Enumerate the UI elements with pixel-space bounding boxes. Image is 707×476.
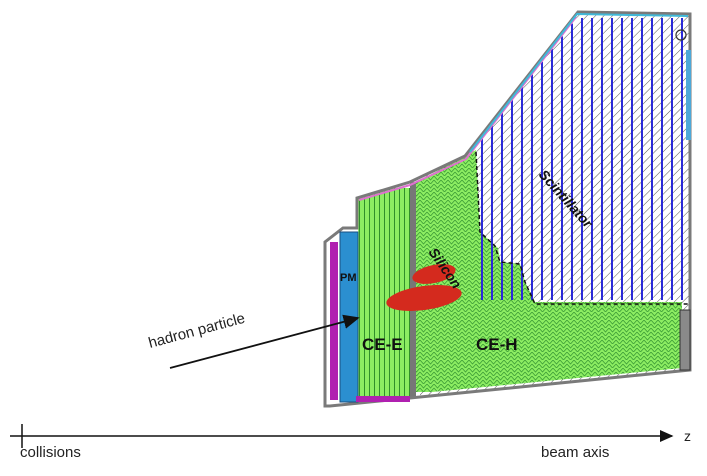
top-edge-cyan [469, 12, 689, 153]
right-service-box [679, 309, 691, 371]
bottom-magenta-plate [356, 396, 410, 402]
ce-h-silicon-region [415, 150, 682, 392]
hadron-arrow [169, 314, 360, 369]
label-pm: PM [340, 272, 357, 284]
hadron-shower-large [386, 284, 462, 312]
scintillator-layers [481, 18, 683, 300]
detector-outline [323, 10, 692, 408]
label-hadron-particle: hadron particle [147, 310, 247, 352]
right-cyan-strip [686, 50, 691, 140]
right-top-connector [675, 29, 687, 41]
label-collisions: collisions [20, 444, 81, 461]
scintillator-boundary [475, 151, 688, 305]
label-ce-h: CE-H [476, 335, 518, 354]
top-edge-services [358, 16, 577, 201]
label-ce-e: CE-E [362, 335, 403, 354]
label-z: z [684, 428, 691, 444]
label-beam-axis: beam axis [541, 444, 609, 461]
hadron-shower-small [412, 264, 456, 284]
pm-module [339, 231, 359, 403]
magenta-plate [330, 242, 338, 400]
